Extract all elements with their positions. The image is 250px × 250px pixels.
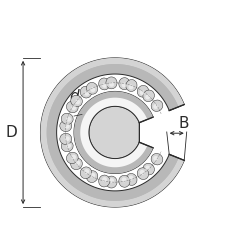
Ellipse shape	[66, 101, 78, 113]
Ellipse shape	[128, 176, 133, 180]
Ellipse shape	[128, 84, 133, 89]
Ellipse shape	[80, 167, 92, 178]
Ellipse shape	[84, 169, 89, 174]
Ellipse shape	[137, 168, 149, 179]
Ellipse shape	[66, 152, 78, 164]
Polygon shape	[169, 104, 184, 110]
Ellipse shape	[151, 100, 163, 112]
Ellipse shape	[90, 173, 95, 178]
Ellipse shape	[109, 82, 114, 87]
Polygon shape	[89, 106, 139, 158]
Ellipse shape	[61, 140, 73, 152]
Polygon shape	[169, 154, 184, 160]
Ellipse shape	[66, 143, 71, 148]
Ellipse shape	[86, 82, 98, 94]
Polygon shape	[74, 92, 153, 174]
Ellipse shape	[71, 95, 82, 107]
Ellipse shape	[75, 160, 80, 166]
Ellipse shape	[60, 133, 72, 144]
Ellipse shape	[60, 120, 72, 132]
Ellipse shape	[145, 94, 150, 100]
Ellipse shape	[143, 90, 154, 102]
Ellipse shape	[102, 83, 107, 88]
Text: d: d	[70, 90, 79, 104]
Ellipse shape	[90, 87, 95, 92]
Ellipse shape	[65, 124, 70, 129]
Ellipse shape	[140, 170, 144, 175]
Ellipse shape	[122, 82, 126, 87]
Text: D: D	[5, 125, 17, 140]
Ellipse shape	[66, 117, 71, 122]
Ellipse shape	[145, 166, 150, 170]
Ellipse shape	[84, 91, 89, 96]
Polygon shape	[40, 58, 184, 207]
Ellipse shape	[119, 175, 130, 187]
Ellipse shape	[143, 163, 154, 175]
Polygon shape	[40, 58, 184, 207]
Ellipse shape	[153, 156, 158, 161]
Ellipse shape	[99, 175, 110, 187]
Ellipse shape	[122, 177, 126, 182]
Ellipse shape	[109, 178, 114, 183]
Ellipse shape	[140, 90, 144, 95]
Ellipse shape	[151, 154, 163, 165]
Ellipse shape	[106, 77, 117, 89]
Ellipse shape	[153, 104, 158, 109]
Ellipse shape	[102, 177, 107, 182]
Ellipse shape	[126, 174, 137, 185]
Polygon shape	[47, 64, 178, 201]
Ellipse shape	[126, 80, 137, 92]
Polygon shape	[74, 92, 153, 174]
Ellipse shape	[99, 78, 110, 90]
Ellipse shape	[71, 158, 82, 170]
Ellipse shape	[71, 155, 76, 160]
Ellipse shape	[106, 176, 117, 188]
Ellipse shape	[61, 113, 73, 124]
Ellipse shape	[80, 86, 92, 98]
Ellipse shape	[119, 78, 130, 90]
Ellipse shape	[65, 136, 70, 141]
Ellipse shape	[75, 100, 80, 104]
Ellipse shape	[71, 105, 76, 110]
Ellipse shape	[137, 86, 149, 97]
Text: B: B	[179, 116, 190, 131]
Ellipse shape	[86, 171, 98, 182]
